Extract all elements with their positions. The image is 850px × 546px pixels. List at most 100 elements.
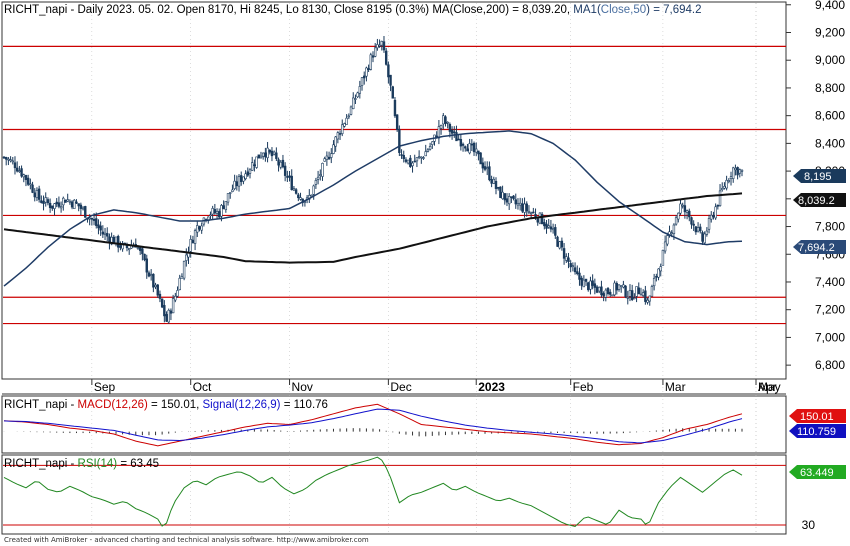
candle-body	[580, 277, 583, 286]
candle-body	[145, 258, 148, 273]
candle-body	[77, 203, 80, 207]
candle-body	[292, 188, 296, 191]
candle-body	[540, 213, 544, 225]
candle-body	[705, 230, 709, 235]
candle-body	[446, 121, 449, 124]
candle-body	[55, 201, 58, 205]
candle-body	[426, 149, 430, 152]
candle-body	[57, 202, 61, 207]
candle-body	[457, 138, 460, 141]
candle-body	[90, 217, 94, 220]
candle-body	[468, 143, 471, 154]
candle-body	[496, 187, 500, 189]
x-tick-label: Mar	[665, 380, 686, 394]
candle-body	[220, 205, 223, 217]
candle-body	[409, 157, 412, 167]
candle-body	[363, 75, 366, 79]
candle-body	[442, 115, 445, 125]
candle-body	[532, 211, 535, 214]
candle-body	[246, 171, 250, 176]
candle-body	[472, 142, 476, 153]
candle-body	[40, 200, 43, 203]
candle-body	[677, 212, 680, 220]
candle-body	[382, 41, 386, 51]
candle-body	[26, 177, 30, 185]
candle-body	[595, 286, 599, 293]
candle-body	[380, 41, 383, 46]
candle-body	[13, 162, 17, 169]
candle-body	[569, 263, 572, 268]
candle-body	[606, 288, 610, 294]
candle-body	[136, 247, 140, 250]
candle-body	[373, 47, 377, 57]
candle-body	[378, 44, 381, 47]
candle-body	[352, 97, 355, 110]
candle-body	[490, 179, 493, 184]
candle-body	[92, 218, 96, 221]
candle-body	[369, 54, 373, 70]
candle-body	[268, 149, 271, 153]
candle-body	[84, 206, 87, 218]
candle-body	[288, 175, 291, 178]
candle-body	[312, 185, 315, 195]
candle-body	[143, 253, 146, 261]
candle-body	[358, 86, 362, 94]
candle-body	[169, 310, 173, 314]
candle-body	[422, 157, 425, 159]
candle-body	[270, 150, 274, 157]
candle-body	[398, 128, 401, 153]
x-tick-label: Feb	[573, 380, 594, 394]
candle-body	[119, 245, 122, 248]
candle-body	[193, 230, 197, 244]
candle-body	[226, 193, 230, 203]
y-tick-label: 7,800	[815, 220, 845, 234]
candle-body	[4, 157, 8, 160]
candle-body	[598, 286, 601, 292]
candle-body	[571, 265, 575, 268]
candle-body	[389, 74, 392, 86]
candle-body	[222, 205, 225, 210]
close-badge: 8,195	[793, 169, 846, 183]
candle-body	[391, 86, 394, 99]
candle-body	[334, 136, 337, 147]
candle-body	[95, 218, 98, 226]
candle-body	[650, 286, 654, 297]
candle-body	[655, 276, 658, 278]
candle-body	[191, 239, 195, 244]
candle-body	[250, 162, 254, 171]
candle-body	[582, 279, 586, 288]
candle-body	[387, 64, 390, 78]
candle-body	[316, 176, 320, 180]
candle-body	[281, 159, 285, 168]
candle-body	[138, 247, 142, 251]
rsi-badge: 63.449	[789, 465, 846, 479]
rsi-header: RICHT_napi - RSI(14) = 63.45	[4, 458, 159, 470]
candle-body	[688, 210, 691, 218]
candle-body	[165, 314, 168, 322]
x-tick-label: Nov	[292, 380, 313, 394]
candle-body	[417, 156, 421, 158]
candle-body	[349, 106, 353, 115]
rsi-line	[3, 456, 743, 528]
y-tick-label: 7,200	[815, 303, 845, 317]
candle-body	[367, 68, 370, 70]
candle-body	[740, 169, 744, 172]
candle-body	[384, 50, 388, 65]
candle-body	[176, 290, 179, 297]
candle-body	[633, 297, 636, 300]
candle-body	[657, 268, 660, 278]
candle-body	[413, 160, 416, 163]
candle-body	[646, 299, 649, 303]
candle-body	[33, 192, 36, 198]
candle-body	[729, 176, 733, 179]
candle-body	[545, 223, 548, 229]
y-tick-label: 9,400	[815, 0, 845, 12]
candle-body	[714, 206, 717, 219]
candle-body	[42, 201, 45, 204]
candle-body	[299, 197, 302, 200]
candle-body	[692, 223, 695, 226]
candle-body	[486, 167, 489, 169]
candle-body	[543, 222, 546, 227]
candle-body	[565, 256, 568, 261]
candle-body	[323, 158, 326, 162]
